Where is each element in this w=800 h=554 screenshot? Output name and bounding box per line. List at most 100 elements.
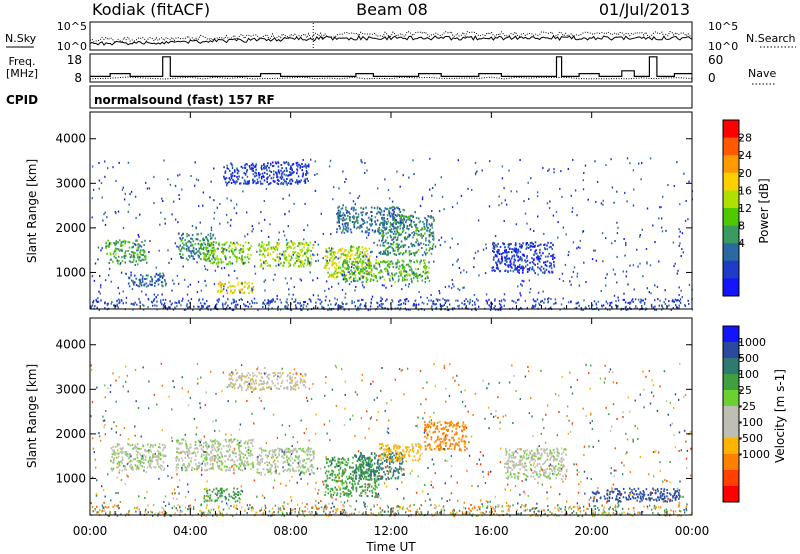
- echo-cell: [189, 256, 191, 259]
- echo-cell: [159, 223, 161, 226]
- echo-cell: [294, 388, 297, 391]
- echo-cell: [477, 219, 480, 222]
- echo-cell: [402, 227, 404, 230]
- echo-cell: [138, 447, 141, 450]
- echo-cell: [236, 439, 239, 442]
- echo-cell: [611, 306, 613, 308]
- echo-cell: [268, 166, 270, 169]
- echo-cell: [289, 372, 291, 374]
- echo-cell: [305, 462, 307, 465]
- echo-cell: [265, 454, 267, 457]
- echo-cell: [534, 252, 536, 255]
- echo-cell: [156, 449, 159, 452]
- echo-cell: [206, 246, 209, 249]
- echo-cell: [493, 256, 495, 259]
- echo-cell: [331, 260, 333, 263]
- echo-cell: [368, 264, 371, 267]
- echo-cell: [384, 240, 386, 243]
- echo-cell: [366, 231, 368, 234]
- echo-cell: [389, 279, 391, 282]
- echo-cell: [428, 234, 431, 236]
- echo-cell: [371, 274, 373, 277]
- echo-cell: [252, 181, 254, 184]
- echo-cell: [494, 254, 497, 256]
- echo-cell: [390, 284, 393, 287]
- echo-cell: [202, 239, 205, 241]
- echo-cell: [404, 275, 406, 278]
- echo-cell: [396, 227, 398, 230]
- echo-cell: [317, 259, 319, 262]
- echo-cell: [393, 216, 396, 219]
- echo-cell: [368, 257, 370, 260]
- echo-cell: [250, 468, 252, 471]
- echo-cell: [207, 308, 209, 311]
- echo-cell: [224, 303, 226, 306]
- echo-cell: [369, 255, 371, 258]
- echo-cell: [407, 273, 409, 276]
- echo-cell: [197, 179, 200, 182]
- echo-cell: [337, 217, 340, 220]
- echo-cell: [152, 304, 154, 307]
- echo-cell: [118, 461, 121, 464]
- echo-cell: [274, 259, 277, 262]
- echo-cell: [529, 228, 532, 231]
- echo-cell: [204, 253, 207, 256]
- echo-cell: [359, 224, 362, 227]
- echo-cell: [172, 279, 174, 282]
- echo-cell: [351, 302, 353, 305]
- echo-cell: [106, 245, 109, 248]
- echo-cell: [393, 236, 395, 239]
- echo-cell: [432, 300, 434, 303]
- echo-cell: [286, 385, 289, 388]
- echo-cell: [338, 187, 340, 190]
- echo-cell: [244, 460, 246, 463]
- echo-cell: [118, 161, 120, 164]
- echo-cell: [117, 466, 119, 468]
- echo-cell: [310, 261, 313, 264]
- echo-cell: [395, 266, 398, 269]
- echo-cell: [291, 169, 293, 172]
- echo-cell: [349, 254, 352, 257]
- echo-cell: [661, 217, 663, 220]
- echo-cell: [362, 299, 364, 301]
- echo-cell: [475, 309, 477, 311]
- echo-cell: [310, 158, 312, 161]
- echo-cell: [285, 174, 287, 177]
- echo-cell: [340, 253, 343, 256]
- echo-cell: [298, 463, 300, 466]
- echo-cell: [161, 465, 163, 468]
- echo-cell: [179, 237, 181, 240]
- echo-cell: [423, 225, 425, 228]
- echo-cell: [629, 301, 632, 304]
- echo-cell: [362, 281, 364, 283]
- echo-cell: [333, 257, 336, 260]
- echo-cell: [157, 454, 160, 457]
- echo-cell: [594, 249, 596, 252]
- echo-cell: [281, 449, 284, 451]
- echo-cell: [239, 384, 241, 387]
- echo-cell: [326, 264, 329, 267]
- echo-cell: [268, 373, 271, 376]
- echo-cell: [458, 304, 460, 307]
- echo-cell: [119, 447, 122, 450]
- echo-cell: [317, 294, 319, 297]
- echo-cell: [347, 224, 349, 227]
- echo-cell: [392, 265, 395, 268]
- echo-cell: [147, 284, 149, 287]
- echo-cell: [219, 443, 222, 446]
- echo-cell: [517, 285, 519, 288]
- echo-cell: [307, 469, 310, 472]
- echo-cell: [240, 451, 243, 454]
- echo-cell: [178, 194, 180, 197]
- echo-cell: [225, 444, 228, 447]
- echo-cell: [650, 303, 653, 306]
- echo-cell: [262, 468, 265, 471]
- echo-cell: [210, 229, 213, 232]
- noise-left-tick-top: 10^5: [57, 20, 87, 33]
- echo-cell: [110, 447, 113, 450]
- echo-cell: [340, 250, 342, 253]
- echo-cell: [225, 181, 227, 184]
- echo-cell: [269, 223, 271, 226]
- echo-cell: [261, 168, 263, 171]
- echo-cell: [368, 247, 371, 250]
